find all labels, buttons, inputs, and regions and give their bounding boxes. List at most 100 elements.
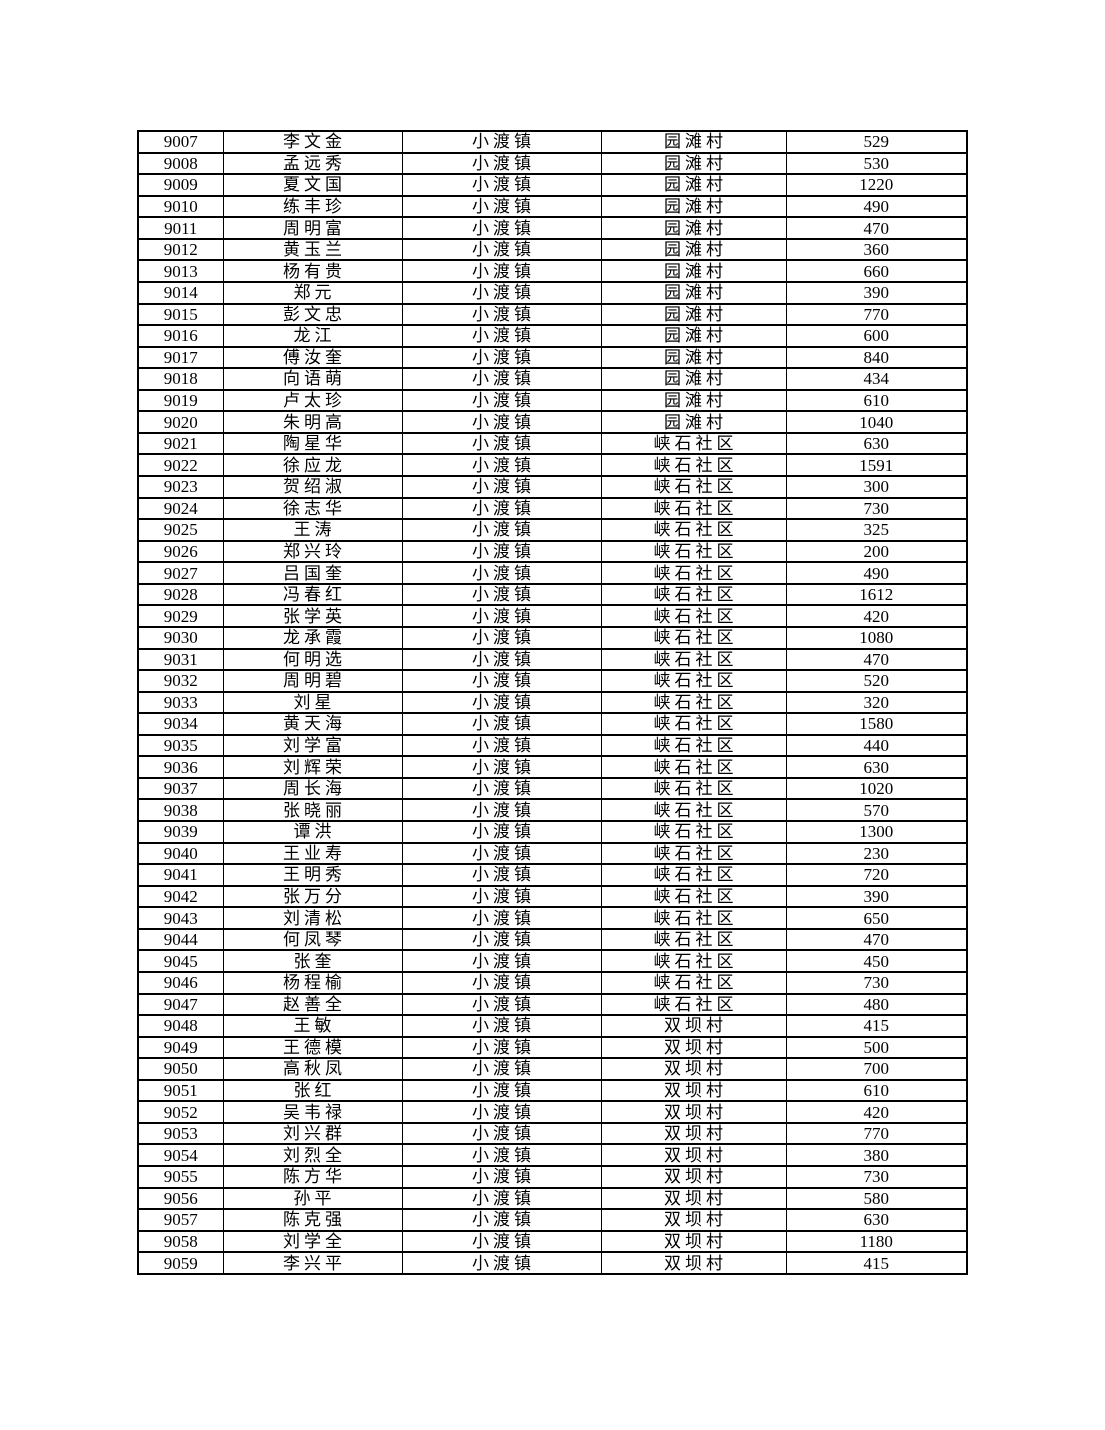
id-cell: 9039	[137, 820, 224, 844]
id-cell: 9051	[137, 1078, 224, 1103]
amount-cell: 1300	[785, 820, 968, 844]
town-cell: 小渡镇	[401, 173, 602, 197]
name-cell: 张红	[222, 1078, 403, 1103]
amount-cell: 730	[785, 970, 968, 995]
town-cell: 小渡镇	[401, 927, 602, 952]
name-cell: 冯春红	[222, 582, 403, 607]
amount-cell: 1580	[785, 712, 968, 736]
town-cell: 小渡镇	[401, 755, 602, 779]
table-row: 9057 陈克强 小渡镇 双坝村 630	[137, 1208, 968, 1232]
table-row: 9059 李兴平 小渡镇 双坝村 415	[137, 1251, 968, 1275]
village-cell: 峡石社区	[600, 690, 787, 715]
village-cell: 园滩村	[600, 302, 787, 327]
town-cell: 小渡镇	[401, 733, 602, 758]
id-cell: 9059	[137, 1251, 224, 1275]
table-row: 9041 王明秀 小渡镇 峡石社区 720	[137, 863, 968, 887]
id-cell: 9042	[137, 884, 224, 909]
table-row: 9021 陶星华 小渡镇 峡石社区 630	[137, 431, 968, 456]
amount-cell: 1040	[785, 410, 968, 434]
name-cell: 何凤琴	[222, 927, 403, 952]
amount-cell: 630	[785, 1208, 968, 1232]
amount-cell: 470	[785, 216, 968, 240]
village-cell: 双坝村	[600, 1078, 787, 1103]
table-row: 9058 刘学全 小渡镇 双坝村 1180	[137, 1229, 968, 1254]
roster-table: 9007 李文金 小渡镇 园滩村 529 9008 孟远秀 小渡镇 园滩村 530 9009 夏文国小…	[137, 130, 968, 1275]
amount-cell: 325	[785, 518, 968, 542]
town-cell: 小渡镇	[401, 647, 602, 672]
name-cell: 张万分	[222, 884, 403, 909]
name-cell: 刘烈全	[222, 1143, 403, 1167]
amount-cell: 390	[785, 884, 968, 909]
name-cell: 朱明高	[222, 410, 403, 434]
town-cell: 小渡镇	[401, 863, 602, 887]
town-cell: 小渡镇	[401, 237, 602, 262]
village-cell: 峡石社区	[600, 496, 787, 521]
id-cell: 9050	[137, 1057, 224, 1081]
id-cell: 9034	[137, 712, 224, 736]
town-cell: 小渡镇	[401, 216, 602, 240]
table-row: 9045 张奎 小渡镇 峡石社区 450	[137, 949, 968, 973]
name-cell: 李兴平	[222, 1251, 403, 1275]
village-cell: 峡石社区	[600, 798, 787, 822]
table-row: 9016 龙江 小渡镇 园滩村 600	[137, 324, 968, 348]
name-cell: 吴韦禄	[222, 1100, 403, 1124]
table-row: 9044 何凤琴 小渡镇 峡石社区 470	[137, 927, 968, 952]
name-cell: 王德模	[222, 1035, 403, 1060]
name-cell: 谭洪	[222, 820, 403, 844]
village-cell: 园滩村	[600, 216, 787, 240]
name-cell: 张晓丽	[222, 798, 403, 822]
town-cell: 小渡镇	[401, 194, 602, 219]
town-cell: 小渡镇	[401, 604, 602, 628]
town-cell: 小渡镇	[401, 1100, 602, 1124]
table-row: 9050 高秋凤 小渡镇 双坝村 700	[137, 1057, 968, 1081]
id-cell: 9049	[137, 1035, 224, 1060]
name-cell: 刘星	[222, 690, 403, 715]
id-cell: 9010	[137, 194, 224, 219]
id-cell: 9015	[137, 302, 224, 327]
amount-cell: 1180	[785, 1229, 968, 1254]
id-cell: 9053	[137, 1121, 224, 1146]
name-cell: 赵善全	[222, 992, 403, 1017]
amount-cell: 630	[785, 755, 968, 779]
table-row: 9037 周长海 小渡镇 峡石社区 1020	[137, 776, 968, 801]
town-cell: 小渡镇	[401, 820, 602, 844]
name-cell: 孟远秀	[222, 151, 403, 176]
id-cell: 9037	[137, 776, 224, 801]
town-cell: 小渡镇	[401, 1165, 602, 1189]
table-row: 9055 陈方华 小渡镇 双坝村 730	[137, 1165, 968, 1189]
amount-cell: 415	[785, 1014, 968, 1038]
village-cell: 峡石社区	[600, 453, 787, 477]
name-cell: 李文金	[222, 130, 403, 154]
table-row: 9015 彭文忠 小渡镇 园滩村 770	[137, 302, 968, 327]
table-row: 9038 张晓丽 小渡镇 峡石社区 570	[137, 798, 968, 822]
village-cell: 峡石社区	[600, 604, 787, 628]
table-row: 9054 刘烈全 小渡镇 双坝村 380	[137, 1143, 968, 1167]
table-row: 9008 孟远秀 小渡镇 园滩村 530	[137, 151, 968, 176]
id-cell: 9009	[137, 173, 224, 197]
village-cell: 双坝村	[600, 1035, 787, 1060]
village-cell: 双坝村	[600, 1229, 787, 1254]
town-cell: 小渡镇	[401, 130, 602, 154]
table-row: 9046 杨程榆 小渡镇 峡石社区 730	[137, 970, 968, 995]
amount-cell: 529	[785, 130, 968, 154]
amount-cell: 300	[785, 475, 968, 499]
amount-cell: 610	[785, 388, 968, 413]
table-row: 9020 朱明高 小渡镇 园滩村 1040	[137, 410, 968, 434]
town-cell: 小渡镇	[401, 410, 602, 434]
amount-cell: 770	[785, 302, 968, 327]
amount-cell: 390	[785, 280, 968, 305]
name-cell: 彭文忠	[222, 302, 403, 327]
table-row: 9019 卢太珍 小渡镇 园滩村 610	[137, 388, 968, 413]
table-row: 9010 练丰珍 小渡镇 园滩村 490	[137, 194, 968, 219]
table-row: 9052 吴韦禄 小渡镇 双坝村 420	[137, 1100, 968, 1124]
town-cell: 小渡镇	[401, 690, 602, 715]
table-row: 9056 孙平 小渡镇 双坝村 580	[137, 1186, 968, 1211]
amount-cell: 440	[785, 733, 968, 758]
id-cell: 9019	[137, 388, 224, 413]
id-cell: 9023	[137, 475, 224, 499]
id-cell: 9035	[137, 733, 224, 758]
town-cell: 小渡镇	[401, 324, 602, 348]
name-cell: 王业寿	[222, 841, 403, 866]
name-cell: 张奎	[222, 949, 403, 973]
